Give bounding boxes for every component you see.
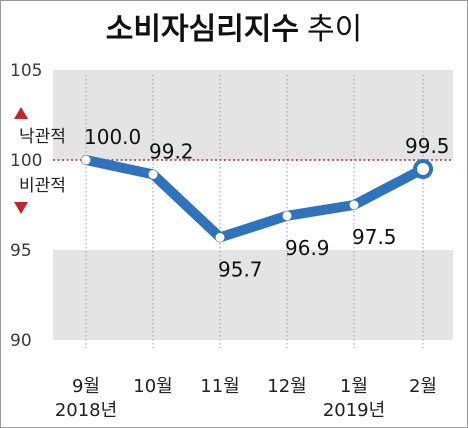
band-0 xyxy=(53,70,453,160)
year-label-0: 2018년 xyxy=(55,400,117,421)
x-tick-0: 9월 xyxy=(72,376,100,397)
x-tick-1: 10월 xyxy=(133,376,172,397)
pessimistic-arrow-icon xyxy=(14,202,28,214)
y-tick-100: 100 xyxy=(10,151,42,171)
y-tick-105: 105 xyxy=(10,61,42,81)
y-tick-90: 90 xyxy=(10,331,32,351)
title-sub: 추이 xyxy=(307,12,363,47)
optimistic-label: 낙관적 xyxy=(19,127,66,147)
data-label-0: 100.0 xyxy=(84,125,141,149)
data-label-4: 97.5 xyxy=(352,225,397,249)
data-point-1 xyxy=(148,169,158,179)
x-tick-4: 1월 xyxy=(340,376,368,397)
data-point-0 xyxy=(81,155,91,165)
data-label-5: 99.5 xyxy=(405,134,450,158)
data-label-3: 96.9 xyxy=(285,236,330,260)
data-point-4 xyxy=(349,200,359,210)
data-label-2: 95.7 xyxy=(218,257,263,281)
chart-title: 소비자심리지수 추이 xyxy=(0,4,468,48)
pessimistic-label: 비관적 xyxy=(19,176,66,196)
series-line xyxy=(81,155,428,243)
x-tick-5: 2월 xyxy=(409,376,437,397)
y-tick-95: 95 xyxy=(10,241,32,261)
band-1 xyxy=(53,250,453,340)
data-label-1: 99.2 xyxy=(149,139,194,163)
data-point-5 xyxy=(413,159,433,179)
title-main: 소비자심리지수 xyxy=(105,12,299,47)
optimistic-arrow-icon xyxy=(14,107,28,119)
data-point-2 xyxy=(215,232,225,242)
year-label-1: 2019년 xyxy=(323,400,385,421)
x-tick-2: 11월 xyxy=(200,376,239,397)
data-point-3 xyxy=(282,211,292,221)
x-tick-3: 12월 xyxy=(267,376,306,397)
